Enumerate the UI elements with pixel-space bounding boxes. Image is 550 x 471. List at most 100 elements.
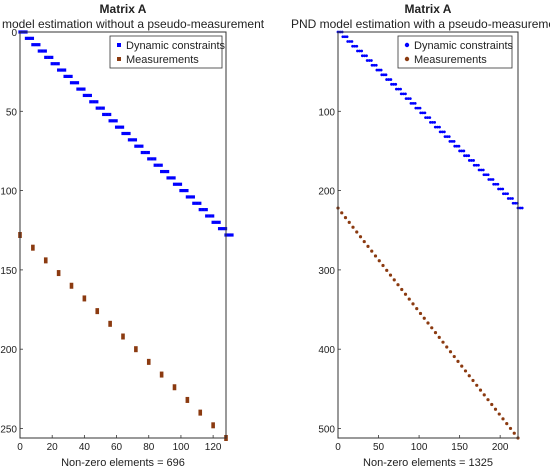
dynamic-constraint-point xyxy=(438,130,442,134)
dynamic-constraint-point xyxy=(426,116,430,120)
dynamic-constraint-point xyxy=(60,68,64,72)
dynamic-constraint-point xyxy=(108,112,112,117)
measurement-point xyxy=(69,282,74,289)
dynamic-constraint-point xyxy=(408,97,412,101)
dynamic-constraint-point xyxy=(217,220,221,224)
dynamic-constraint-point xyxy=(101,106,105,110)
dynamic-constraint-point xyxy=(389,78,393,81)
dynamic-constraint-point xyxy=(204,208,208,212)
dynamic-constraint-point xyxy=(27,36,32,40)
dynamic-constraint-point xyxy=(44,55,48,59)
dynamic-constraint-point xyxy=(374,63,378,67)
dynamic-constraint-point xyxy=(487,178,491,181)
y-tick-label: 200 xyxy=(318,187,335,198)
legend-dynamic-label: Dynamic constraints xyxy=(126,40,226,52)
dynamic-constraint-point xyxy=(50,55,54,59)
dynamic-constraint-point xyxy=(418,106,422,110)
dynamic-constraint-point xyxy=(365,59,369,62)
measurement-point xyxy=(430,326,434,330)
dynamic-constraint-point xyxy=(428,116,432,120)
dynamic-constraint-point xyxy=(127,131,131,136)
measurement-point xyxy=(460,364,464,368)
dynamic-constraint-point xyxy=(450,140,454,143)
dynamic-constraint-point xyxy=(445,135,449,139)
dynamic-constraint-point xyxy=(143,150,147,155)
y-tick-label: 300 xyxy=(318,266,335,277)
dynamic-constraint-point xyxy=(423,111,427,115)
x-tick-label: 120 xyxy=(205,442,222,453)
dynamic-constraint-point xyxy=(351,44,354,48)
measurement-point xyxy=(56,270,61,277)
dynamic-constraint-point xyxy=(372,63,376,67)
series-dynamic-constraints xyxy=(336,30,524,210)
measurement-point xyxy=(407,297,411,301)
dynamic-constraint-point xyxy=(114,119,118,123)
measurement-point xyxy=(385,268,389,272)
measurement-point xyxy=(441,340,445,344)
dynamic-constraint-point xyxy=(179,188,183,193)
dynamic-constraint-point xyxy=(502,192,505,196)
dynamic-constraint-point xyxy=(76,87,80,91)
x-tick-label: 40 xyxy=(79,442,91,453)
dynamic-constraint-point xyxy=(414,106,418,110)
dynamic-constraint-point xyxy=(486,173,490,177)
dynamic-constraint-point xyxy=(497,187,500,191)
series-measurements xyxy=(336,206,520,440)
dynamic-constraint-point xyxy=(105,112,109,117)
legend-measurements-label: Measurements xyxy=(126,54,199,66)
dynamic-constraint-point xyxy=(397,87,400,91)
dynamic-constraint-point xyxy=(453,144,457,148)
dynamic-constraint-point xyxy=(345,35,349,39)
dynamic-constraint-point xyxy=(440,130,444,134)
dynamic-constraint-point xyxy=(504,192,507,196)
measurement-point xyxy=(43,257,48,264)
dynamic-constraint-point xyxy=(463,154,466,158)
dynamic-constraint-point xyxy=(491,178,495,181)
dynamic-constraint-point xyxy=(356,49,359,53)
dynamic-constraint-point xyxy=(508,197,512,200)
dynamic-constraint-point xyxy=(506,197,510,200)
dynamic-constraint-point xyxy=(350,40,354,43)
dynamic-constraint-point xyxy=(50,62,54,66)
series-dynamic-constraints xyxy=(18,30,234,237)
dynamic-constraint-point xyxy=(192,201,196,205)
x-tick-label: 0 xyxy=(335,442,341,453)
chart-left-subtitle: CV model estimation without a pseudo-mea… xyxy=(0,17,265,31)
dynamic-constraint-point xyxy=(98,106,102,110)
dynamic-constraint-point xyxy=(360,49,364,53)
legend-dynamic-label: Dynamic constraints xyxy=(414,40,514,52)
measurement-point xyxy=(172,384,177,391)
dynamic-constraint-point xyxy=(458,149,462,153)
dynamic-constraint-point xyxy=(117,125,122,129)
measurement-point xyxy=(415,307,419,311)
measurement-point xyxy=(159,371,164,378)
dynamic-constraint-point xyxy=(166,176,170,180)
dynamic-constraint-point xyxy=(394,82,398,86)
chart-right-legend: Dynamic constraints Measurements xyxy=(397,35,514,69)
dynamic-constraint-point xyxy=(201,208,205,212)
measurement-point xyxy=(381,263,385,268)
dynamic-constraint-point xyxy=(384,73,388,77)
dynamic-constraint-point xyxy=(377,68,381,72)
dynamic-constraint-point xyxy=(198,201,202,205)
dynamic-constraint-point xyxy=(75,81,80,85)
dynamic-constraint-point xyxy=(499,187,503,191)
dynamic-constraint-point xyxy=(185,195,189,199)
dynamic-constraint-point xyxy=(127,138,132,142)
measurement-point xyxy=(108,320,112,327)
measurement-point xyxy=(418,311,423,316)
dynamic-constraint-point xyxy=(492,182,496,186)
dynamic-constraint-point xyxy=(185,188,189,193)
dynamic-constraint-point xyxy=(156,163,160,167)
measurement-point xyxy=(121,333,125,340)
dynamic-constraint-point xyxy=(146,150,150,155)
dynamic-constraint-point xyxy=(479,168,483,172)
measurement-point xyxy=(501,417,505,421)
dynamic-constraint-point xyxy=(358,49,361,53)
dynamic-constraint-point xyxy=(392,82,396,86)
measurement-point xyxy=(505,422,509,426)
dynamic-constraint-point xyxy=(438,125,441,129)
dynamic-constraint-point xyxy=(217,227,222,231)
dynamic-constraint-point xyxy=(63,74,67,79)
measurement-point xyxy=(490,402,494,407)
